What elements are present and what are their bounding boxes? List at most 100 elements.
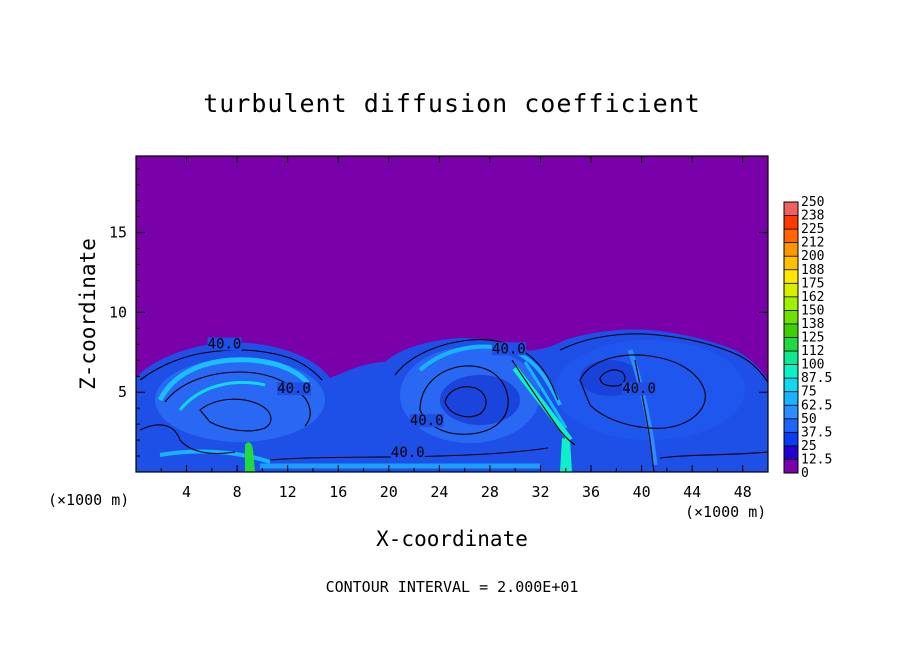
colorbar-swatch: [784, 351, 798, 365]
colorbar-swatch: [784, 418, 798, 433]
streak-left-arc: [157, 357, 313, 402]
colorbar-tick-label: 138: [801, 317, 824, 332]
colorbar-tick-label: 175: [801, 276, 824, 291]
colorbar-swatch: [784, 283, 798, 297]
y-axis: 5 10 15: [109, 168, 768, 457]
colorbar-tick-label: 12.5: [801, 452, 832, 467]
x-unit-right: (×1000 m): [685, 503, 766, 521]
colorbar-swatch: [784, 242, 798, 257]
x-tick-label: 48: [734, 483, 752, 501]
colorbar: 012.52537.55062.57587.510011212513815016…: [783, 195, 832, 481]
colorbar-swatch: [784, 269, 798, 284]
streak-green-mid: [560, 438, 572, 472]
contour-label: 40.0: [208, 337, 242, 353]
contour-lines: [139, 333, 768, 472]
streak-diagonal-2: [523, 361, 568, 429]
colorbar-swatch: [784, 364, 798, 379]
colorbar-swatch: [784, 215, 798, 230]
y-tick-label: 10: [109, 303, 127, 321]
colorbar-tick-label: 62.5: [801, 398, 832, 413]
colorbar-tick-label: 238: [801, 209, 824, 224]
colorbar-tick-label: 50: [801, 412, 817, 427]
x-tick-label: 28: [481, 483, 499, 501]
x-tick-label: 24: [430, 483, 448, 501]
colorbar-swatch: [784, 202, 798, 216]
chart-title: turbulent diffusion coefficient: [203, 89, 701, 118]
y-tick-label: 15: [109, 224, 127, 242]
colorbar-tick-label: 37.5: [801, 425, 832, 440]
contour-interval-note: CONTOUR INTERVAL = 2.000E+01: [326, 578, 579, 596]
swirl-left: [155, 358, 325, 442]
streak-green: [245, 442, 255, 472]
colorbar-tick-label: 125: [801, 331, 824, 346]
contour-middle-top: [394, 339, 559, 401]
colorbar-swatch: [784, 378, 798, 392]
plot-area: 40.0 40.0 40.0 40.0 40.0 40.0: [136, 156, 768, 472]
colorbar-swatch: [784, 310, 798, 324]
x-tick-label: 4: [182, 483, 191, 501]
contour-right-bottom: [659, 451, 768, 459]
contour-right-inner: [579, 354, 706, 429]
contour-bottom-line: [269, 447, 549, 461]
colorbar-tick-label: 150: [801, 303, 824, 318]
streak-right: [627, 349, 658, 466]
contour-label-bg: [390, 446, 425, 460]
colorbar-swatch: [784, 432, 798, 446]
colorbar-swatch: [784, 459, 798, 473]
colorbar-tick-label: 87.5: [801, 371, 832, 386]
contour-middle-core: [444, 386, 487, 418]
contour-right-vertical: [634, 359, 655, 472]
contour-label-bg: [277, 382, 311, 396]
contour-middle-inner: [419, 365, 509, 435]
colorbar-tick-label: 112: [801, 344, 824, 359]
contour-left-bottom: [139, 424, 236, 455]
y-tick-label: 5: [118, 383, 127, 401]
colorbar-tick-label: 188: [801, 263, 824, 278]
x-unit-left: (×1000 m): [48, 491, 129, 509]
colorbar-tick-label: 25: [801, 439, 817, 454]
streak-bottom: [159, 449, 271, 464]
colorbar-swatch: [784, 445, 798, 460]
colorbar-tick-label: 225: [801, 222, 824, 237]
x-tick-label: 16: [329, 483, 347, 501]
colorbar-swatch: [784, 323, 798, 338]
colorbar-tick-label: 162: [801, 290, 824, 305]
colorbar-swatch: [784, 256, 798, 270]
streak-left-inner: [178, 381, 266, 411]
colorbar-tick-label: 200: [801, 249, 824, 264]
contour-label-bg: [207, 337, 242, 351]
x-tick-label: 8: [233, 483, 242, 501]
contour-right-top: [559, 333, 768, 383]
contour-left-loop: [199, 398, 272, 432]
plot-frame: [135, 155, 769, 473]
contour-label: 40.0: [492, 341, 526, 357]
colorbar-swatch: [784, 296, 798, 311]
contour-label-bg: [409, 414, 444, 428]
x-tick-label: 44: [683, 483, 701, 501]
colorbar-tick-label: 0: [801, 466, 809, 481]
colorbar-swatch: [784, 391, 798, 406]
contour-label: 40.0: [391, 445, 425, 461]
contour-label-bg: [622, 382, 657, 396]
contour-left-inner: [164, 371, 311, 427]
contour-labels: 40.0 40.0 40.0 40.0 40.0 40.0: [207, 337, 657, 461]
colorbar-swatch: [784, 229, 798, 243]
y-axis-title: Z-coordinate: [76, 238, 100, 390]
x-tick-label: 12: [279, 483, 297, 501]
x-tick-label: 40: [633, 483, 651, 501]
colorbar-tick-label: 100: [801, 358, 824, 373]
x-tick-label: 36: [582, 483, 600, 501]
colorbar-tick-label: 75: [801, 385, 817, 400]
contour-label: 40.0: [410, 413, 444, 429]
x-tick-label: 20: [380, 483, 398, 501]
x-tick-label: 32: [531, 483, 549, 501]
contour-right-core: [599, 369, 626, 387]
colorbar-tick-label: 212: [801, 236, 824, 251]
streak-diagonal: [512, 366, 573, 442]
colorbar-swatch: [784, 337, 798, 352]
contour-label: 40.0: [277, 381, 311, 397]
contour-top-left: [139, 349, 323, 381]
colorbar-swatch: [784, 405, 798, 419]
contour-label-bg: [491, 342, 526, 356]
